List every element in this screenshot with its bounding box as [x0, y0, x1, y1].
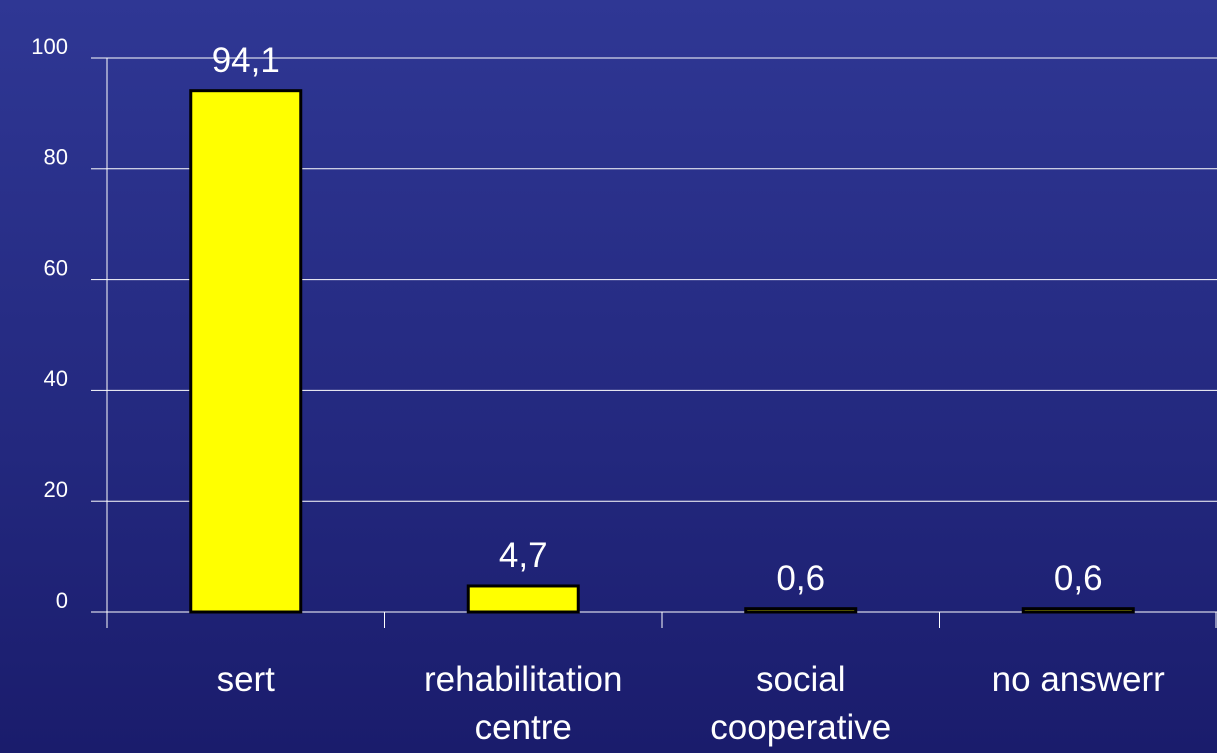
bar	[466, 584, 580, 614]
value-label: 4,7	[499, 536, 548, 575]
y-tick-label: 80	[44, 145, 68, 170]
x-tick-label: rehabilitation centre	[424, 660, 623, 747]
bar	[189, 89, 303, 614]
y-tick-label: 60	[44, 255, 68, 280]
y-tick-label: 0	[56, 588, 68, 613]
bar	[1021, 607, 1135, 614]
x-tick-label: social cooperative	[710, 660, 892, 747]
y-tick-label: 20	[44, 477, 68, 502]
value-label: 94,1	[212, 41, 280, 80]
x-tick-label: sert	[216, 660, 275, 699]
x-tick-label: no answerr	[991, 660, 1165, 699]
bar	[744, 607, 858, 614]
y-tick-label: 40	[44, 366, 68, 391]
value-label: 0,6	[776, 559, 825, 598]
y-tick-label: 100	[31, 34, 68, 59]
value-label: 0,6	[1054, 559, 1103, 598]
